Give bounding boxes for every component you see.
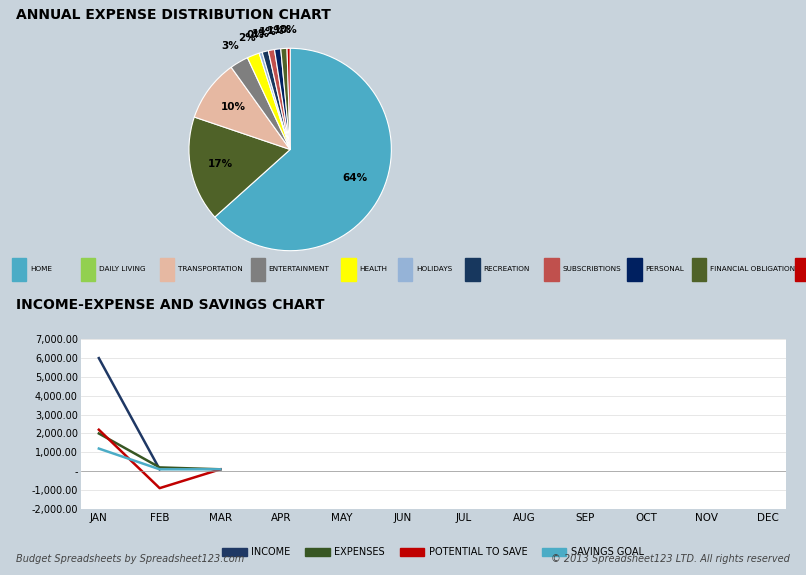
- Text: 1%: 1%: [274, 25, 292, 35]
- Text: HOME: HOME: [30, 266, 52, 273]
- Wedge shape: [215, 48, 392, 251]
- Bar: [795, 258, 806, 281]
- Text: 0%: 0%: [280, 25, 297, 35]
- Text: HEALTH: HEALTH: [359, 266, 388, 273]
- Bar: [12, 258, 27, 281]
- Wedge shape: [231, 58, 290, 150]
- Wedge shape: [275, 49, 290, 150]
- Text: 10%: 10%: [221, 102, 246, 112]
- Text: ANNUAL EXPENSE DISTRIBUTION CHART: ANNUAL EXPENSE DISTRIBUTION CHART: [16, 8, 330, 22]
- Text: 1%: 1%: [252, 29, 270, 39]
- Bar: [81, 258, 95, 281]
- Bar: [398, 258, 413, 281]
- Wedge shape: [189, 117, 290, 217]
- Text: HOLIDAYS: HOLIDAYS: [417, 266, 453, 273]
- Wedge shape: [287, 48, 290, 150]
- Text: TRANSPORTATION: TRANSPORTATION: [178, 266, 243, 273]
- Text: 17%: 17%: [208, 159, 233, 168]
- Text: DAILY LIVING: DAILY LIVING: [99, 266, 146, 273]
- Bar: [627, 258, 642, 281]
- Bar: [692, 258, 706, 281]
- Text: 64%: 64%: [343, 174, 368, 183]
- Text: FINANCIAL OBLIGATIONS: FINANCIAL OBLIGATIONS: [710, 266, 800, 273]
- Wedge shape: [280, 48, 290, 150]
- Wedge shape: [247, 53, 290, 150]
- Text: RECREATION: RECREATION: [484, 266, 530, 273]
- Wedge shape: [268, 49, 290, 150]
- Bar: [342, 258, 355, 281]
- Text: ENTERTAINMENT: ENTERTAINMENT: [268, 266, 330, 273]
- Text: SUBSCRIBTIONS: SUBSCRIBTIONS: [563, 266, 621, 273]
- Text: 1%: 1%: [259, 27, 277, 37]
- Bar: [544, 258, 559, 281]
- Text: INCOME-EXPENSE AND SAVINGS CHART: INCOME-EXPENSE AND SAVINGS CHART: [16, 298, 325, 312]
- Text: 2%: 2%: [238, 33, 256, 43]
- Text: © 2013 Spreadsheet123 LTD. All rights reserved: © 2013 Spreadsheet123 LTD. All rights re…: [551, 554, 790, 564]
- Legend: INCOME, EXPENSES, POTENTIAL TO SAVE, SAVINGS GOAL: INCOME, EXPENSES, POTENTIAL TO SAVE, SAV…: [218, 543, 648, 561]
- Bar: [465, 258, 480, 281]
- Text: PERSONAL: PERSONAL: [646, 266, 684, 273]
- Wedge shape: [260, 52, 290, 150]
- Text: 3%: 3%: [221, 41, 239, 51]
- Bar: [160, 258, 174, 281]
- Text: 1%: 1%: [267, 26, 285, 36]
- Text: Budget Spreadsheets by Spreadsheet123.com: Budget Spreadsheets by Spreadsheet123.co…: [16, 554, 244, 564]
- Wedge shape: [262, 51, 290, 150]
- Wedge shape: [194, 67, 290, 150]
- Text: 0%: 0%: [247, 30, 264, 40]
- Bar: [251, 258, 264, 281]
